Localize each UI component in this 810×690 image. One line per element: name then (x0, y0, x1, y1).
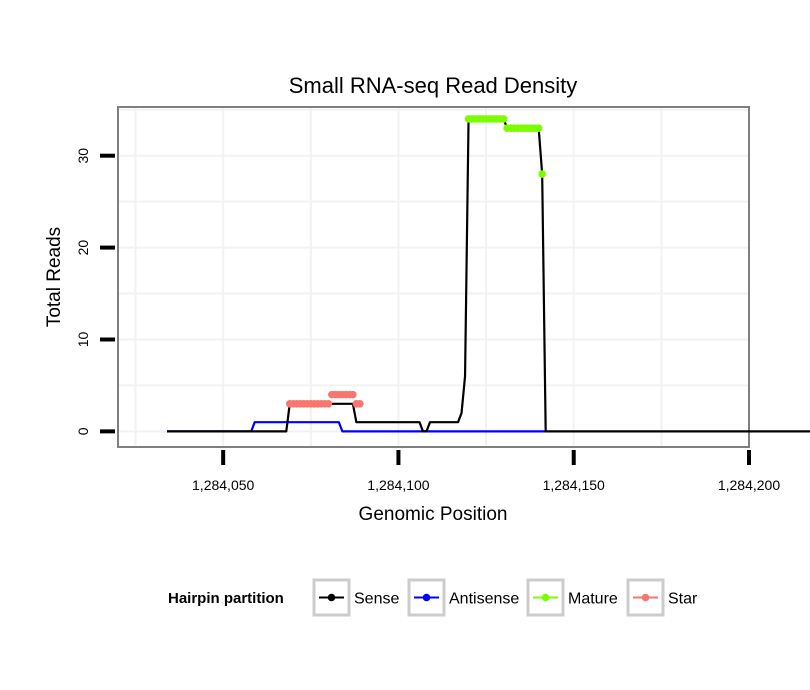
x-tick-label: 1,284,200 (718, 477, 780, 493)
legend-label-sense: Sense (354, 591, 399, 608)
data-point-star (324, 400, 333, 408)
legend-key-point-star (641, 593, 650, 602)
legend-label-star: Star (668, 591, 698, 608)
chart-title: Small RNA-seq Read Density (289, 73, 578, 98)
data-point-star (356, 400, 364, 408)
data-point-star (349, 390, 357, 399)
y-tick-label: 0 (75, 427, 91, 435)
legend-key-point-sense (327, 593, 336, 602)
legend: Hairpin partition Sense Antisense Mature St… (168, 578, 698, 617)
legend-label-mature: Mature (568, 591, 618, 608)
points-layer (285, 115, 546, 408)
x-axis-label: Genomic Position (359, 504, 508, 525)
legend-label-antisense: Antisense (449, 591, 519, 608)
grid-lines (119, 108, 748, 446)
x-tick-label: 1,284,050 (192, 477, 254, 493)
data-point-mature (499, 115, 508, 123)
data-point-mature (534, 124, 543, 132)
y-axis: 0 10 20 30 (75, 148, 115, 435)
data-point-mature (538, 170, 546, 178)
x-axis: 1,284,050 1,284,100 1,284,150 1,284,200 (192, 450, 780, 493)
legend-key-point-mature (541, 593, 550, 602)
y-tick-label: 10 (75, 331, 91, 347)
x-tick-label: 1,284,150 (543, 477, 605, 493)
plot-panel (117, 106, 750, 448)
y-tick-label: 30 (75, 148, 91, 164)
x-tick-label: 1,284,100 (367, 477, 429, 493)
legend-key-point-antisense (422, 593, 431, 602)
y-axis-label: Total Reads (44, 227, 65, 327)
legend-title: Hairpin partition (168, 590, 284, 607)
y-tick-label: 20 (75, 240, 91, 256)
